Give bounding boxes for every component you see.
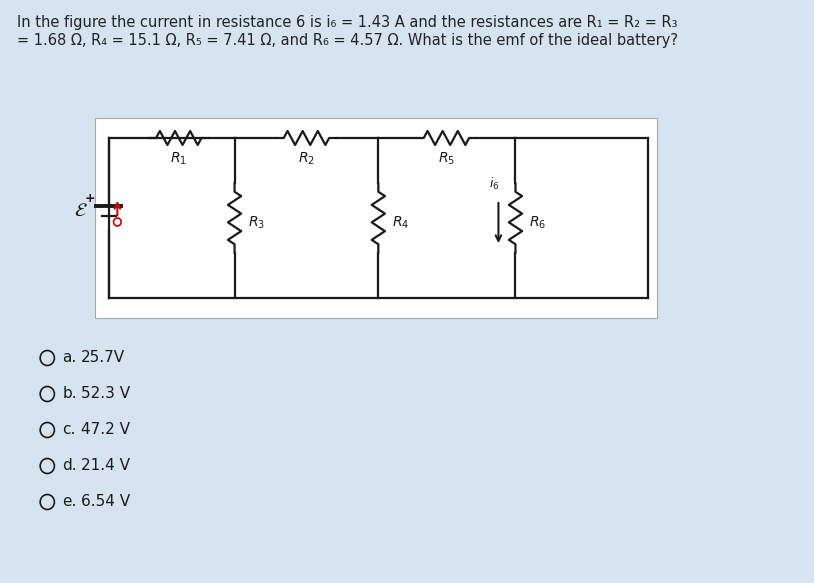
Text: $R_3$: $R_3$ [247,215,265,231]
FancyBboxPatch shape [94,118,658,318]
Text: $\mathcal{E}$: $\mathcal{E}$ [73,201,87,220]
Text: $R_1$: $R_1$ [170,151,187,167]
Text: 47.2 V: 47.2 V [81,423,130,437]
Text: d.: d. [63,458,77,473]
Text: 21.4 V: 21.4 V [81,458,130,473]
Text: $R_6$: $R_6$ [529,215,546,231]
Text: a.: a. [63,350,77,366]
Text: +: + [85,191,95,205]
Text: $R_4$: $R_4$ [392,215,409,231]
Text: 25.7V: 25.7V [81,350,125,366]
Text: In the figure the current in resistance 6 is i₆ = 1.43 A and the resistances are: In the figure the current in resistance … [17,15,677,30]
Text: b.: b. [63,387,77,402]
Text: 52.3 V: 52.3 V [81,387,130,402]
Text: $i_6$: $i_6$ [489,176,500,192]
Text: c.: c. [63,423,76,437]
Text: e.: e. [63,494,77,510]
Text: = 1.68 Ω, R₄ = 15.1 Ω, R₅ = 7.41 Ω, and R₆ = 4.57 Ω. What is the emf of the idea: = 1.68 Ω, R₄ = 15.1 Ω, R₅ = 7.41 Ω, and … [17,33,678,48]
Text: $R_2$: $R_2$ [298,151,315,167]
Text: 6.54 V: 6.54 V [81,494,130,510]
Text: $R_5$: $R_5$ [438,151,455,167]
